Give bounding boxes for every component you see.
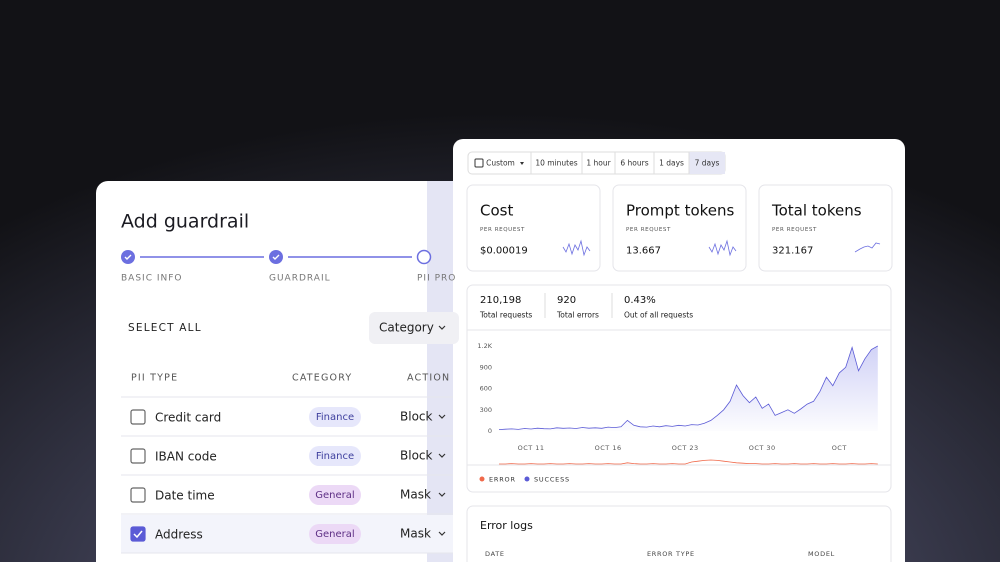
stat-value: 210,198 (480, 295, 521, 306)
calendar-icon (474, 158, 484, 168)
stat-label: Total errors (556, 311, 599, 320)
checkmark (133, 530, 143, 539)
category-pill (309, 485, 361, 505)
sparkline (708, 239, 737, 257)
x-tick-label: OCT 16 (595, 444, 622, 452)
checkbox[interactable] (130, 487, 146, 503)
time-filter[interactable]: 1 hour (586, 159, 611, 168)
chevron (438, 453, 446, 458)
action[interactable]: Mask (400, 527, 431, 541)
error-logs-title: Error logs (480, 519, 533, 532)
line (498, 345, 878, 430)
time-filter[interactable]: 6 hours (620, 159, 648, 168)
x-tick-label: OCT 30 (749, 444, 776, 452)
action[interactable]: Block (400, 410, 433, 424)
checkbox[interactable] (130, 448, 146, 464)
y-tick-label: 0 (488, 427, 492, 435)
stat-label: Total requests (479, 311, 532, 320)
x-tick-label: OCT 11 (518, 444, 545, 452)
step-current (416, 249, 432, 265)
step-check (124, 254, 132, 260)
dropdown-caret (520, 162, 524, 165)
y-tick-label: 1.2K (477, 342, 492, 350)
category: Finance (316, 451, 354, 462)
chevron (438, 492, 446, 497)
category-button[interactable] (369, 312, 459, 344)
time-filter[interactable]: 7 days (695, 159, 720, 168)
metric-title: Prompt tokens (626, 202, 735, 220)
select-all[interactable]: SELECT ALL (128, 322, 202, 334)
y-tick-label: 900 (480, 363, 492, 371)
time-filter[interactable]: 10 minutes (535, 159, 577, 168)
category: General (315, 490, 354, 501)
legend-label: ERROR (489, 476, 516, 484)
checkbox[interactable] (130, 526, 146, 542)
y-tick-label: 300 (480, 406, 492, 414)
legend-dot (524, 476, 530, 482)
step-done (121, 250, 135, 264)
guardrail-panel (96, 181, 476, 562)
step-done (269, 250, 283, 264)
chevron (438, 325, 446, 330)
metric-title: Total tokens (771, 202, 862, 220)
pii-type: Address (155, 528, 203, 542)
legend-label: SUCCESS (534, 476, 570, 484)
metric-value: 321.167 (772, 246, 813, 257)
metric-sub: PER REQUEST (772, 227, 817, 233)
category-pill (309, 407, 361, 427)
metric-sub: PER REQUEST (480, 227, 525, 233)
metric-value: 13.667 (626, 246, 661, 257)
stats-card (466, 284, 892, 493)
log-header: DATE (485, 550, 505, 558)
step-label: BASIC INFO (121, 274, 183, 284)
row-highlight (121, 515, 453, 553)
error-logs-card (466, 505, 892, 562)
table-header: CATEGORY (292, 373, 352, 384)
category: Finance (316, 412, 354, 423)
time-filter[interactable]: Custom (486, 159, 515, 168)
line (499, 459, 878, 465)
step-label: PII PRO (417, 274, 456, 284)
metric-sub: PER REQUEST (626, 227, 671, 233)
action[interactable]: Block (400, 449, 433, 463)
category: General (315, 529, 354, 540)
panel-title: Add guardrail (121, 211, 249, 233)
chevron (438, 414, 446, 419)
stat-value: 920 (557, 295, 576, 306)
step-label: GUARDRAIL (269, 274, 331, 284)
y-tick-label: 600 (480, 385, 492, 393)
legend-dot (479, 476, 485, 482)
panel-overlay (427, 181, 453, 562)
metric-title: Cost (480, 202, 513, 220)
stat-label: Out of all requests (624, 311, 693, 320)
table-header: PII TYPE (131, 373, 178, 384)
checkbox[interactable] (130, 409, 146, 425)
area (499, 346, 878, 431)
action[interactable]: Mask (400, 488, 431, 502)
log-header: MODEL (808, 550, 835, 558)
pii-type: Date time (155, 489, 215, 503)
x-tick-label: OCT (832, 444, 847, 452)
category-pill (309, 446, 361, 466)
chevron (438, 531, 446, 536)
x-tick-label: OCT 23 (672, 444, 699, 452)
log-header: ERROR TYPE (647, 550, 695, 558)
sparkline (562, 239, 591, 257)
time-filter[interactable]: 1 days (659, 159, 684, 168)
filter-active (689, 152, 725, 174)
table-header: ACTION (407, 373, 450, 384)
sparkline (854, 242, 881, 253)
pii-type: Credit card (155, 411, 221, 425)
stat-value: 0.43% (624, 295, 656, 306)
category-button-label[interactable]: Category (379, 321, 434, 335)
metric-value: $0.00019 (480, 246, 528, 257)
category-pill (309, 524, 361, 544)
pii-type: IBAN code (155, 450, 217, 464)
step-check (272, 254, 280, 260)
